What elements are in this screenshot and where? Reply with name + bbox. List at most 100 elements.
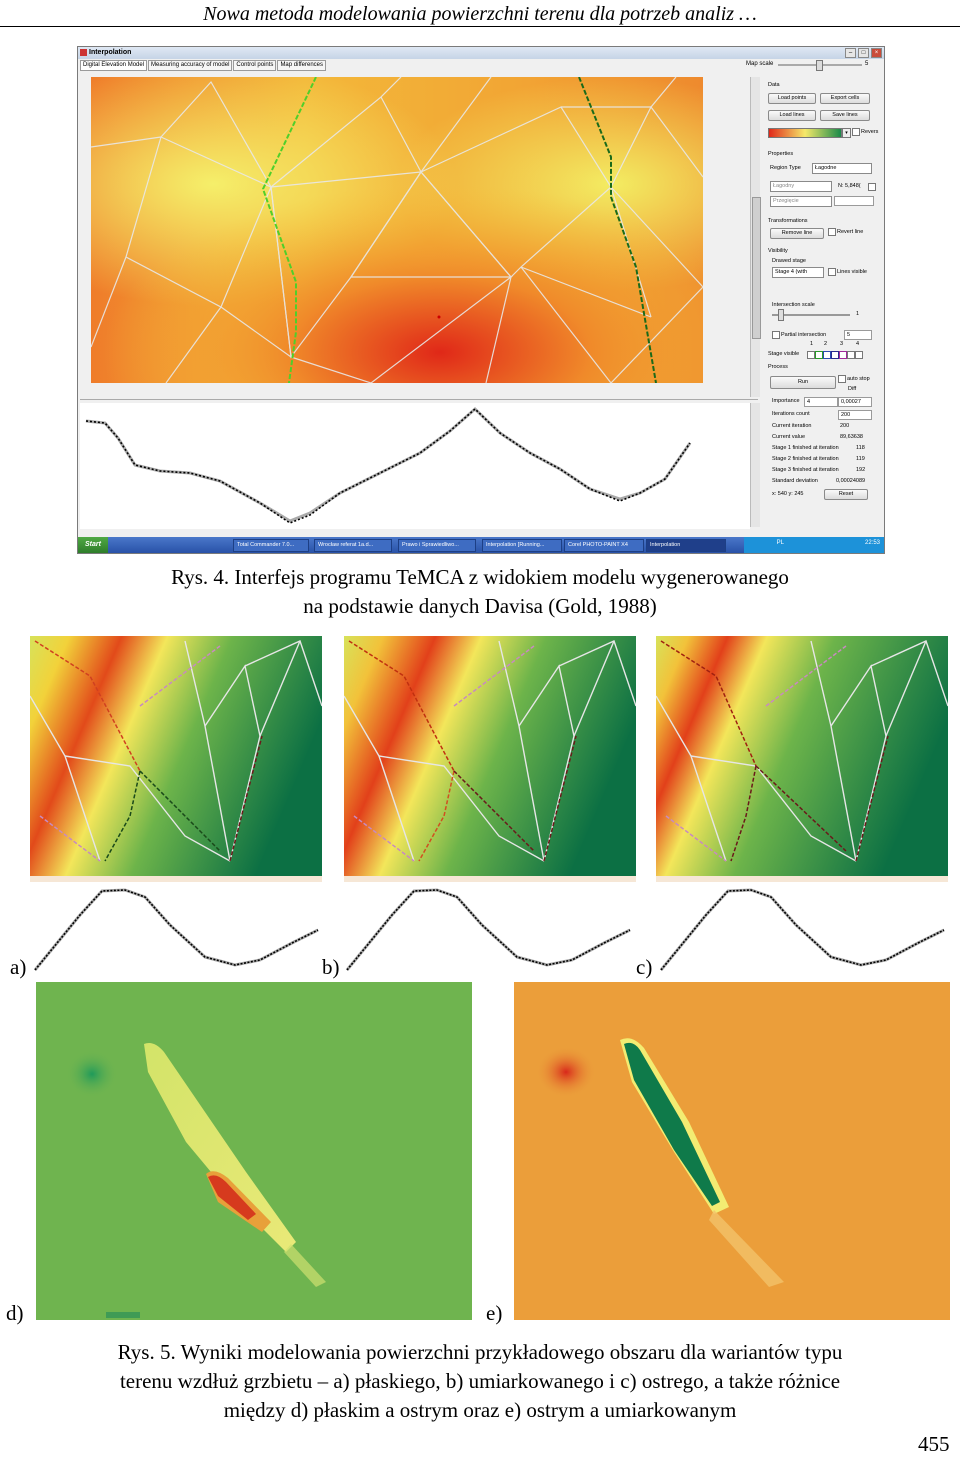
intersection-scale-slider[interactable]: [772, 314, 850, 316]
stage-visible-7-checkbox[interactable]: [855, 351, 863, 359]
panel-label-c: c): [636, 955, 653, 979]
current-iteration-value: 200: [840, 423, 850, 429]
region-type-select[interactable]: Łagodne: [812, 163, 872, 174]
stage2-value: 119: [856, 456, 865, 462]
panel-label-a: a): [10, 955, 27, 979]
terrain-select[interactable]: Łagodny: [770, 181, 832, 192]
panel-c-map: [656, 636, 948, 882]
tab-map-differences[interactable]: Map differences: [277, 60, 327, 71]
partial-intersection-label: Partial intersection: [781, 332, 827, 338]
settings-panel: Data Load points Export cells Load lines…: [764, 77, 882, 537]
load-points-button[interactable]: Load points: [768, 93, 816, 104]
figure-5-caption-line-3: między d) płaskim a ostrym oraz e) ostry…: [223, 1398, 737, 1422]
chevron-down-icon[interactable]: ▾: [842, 128, 851, 138]
section-field[interactable]: [834, 196, 874, 206]
taskbar-item-wroclaw-referat[interactable]: Wrocław referat 1a.d...: [314, 539, 392, 552]
stage3-value: 192: [856, 467, 866, 473]
tab-control-points[interactable]: Control points: [233, 60, 277, 71]
panel-b-map: [344, 636, 636, 882]
clock: 22:53: [864, 540, 880, 546]
std-deviation-value: 0,00024089: [836, 478, 866, 484]
reset-button[interactable]: Reset: [824, 489, 868, 500]
taskbar-item-interpolation[interactable]: Interpolation: [646, 539, 726, 552]
figure-4-caption-line-1: Rys. 4. Interfejs programu TeMCA z widok…: [171, 565, 789, 589]
current-value-value: 89,63638: [840, 434, 863, 440]
importance-field[interactable]: 4: [804, 397, 838, 407]
stage-visible-2-checkbox[interactable]: [815, 351, 823, 359]
map-vertical-scrollbar[interactable]: [750, 77, 761, 397]
partial-intersection-field[interactable]: 5: [844, 330, 872, 340]
visibility-section-label: Visibility: [768, 248, 788, 254]
export-cells-button[interactable]: Export cells: [820, 93, 870, 104]
auto-stop-checkbox[interactable]: [838, 375, 846, 383]
panel-a-profile: [33, 888, 319, 971]
profile-view[interactable]: [80, 403, 750, 529]
revert-line-checkbox[interactable]: [828, 228, 836, 236]
stage-tick-3: 3: [840, 341, 844, 347]
taskbar: Start Total Commander 7.0... Wrocław ref…: [78, 537, 884, 553]
stage-visible-1-checkbox[interactable]: [807, 351, 815, 359]
stage-visible-6-checkbox[interactable]: [847, 351, 855, 359]
diff-field[interactable]: 0,00027: [838, 397, 872, 407]
profile-vertical-scrollbar[interactable]: [750, 403, 760, 527]
running-header: Nowa metoda modelowania powierzchni tere…: [203, 3, 757, 25]
drawed-stage-select[interactable]: Stage 4 (with: [772, 267, 824, 278]
window-title: Interpolation: [89, 49, 132, 56]
stage-visible-5-checkbox[interactable]: [839, 351, 847, 359]
tab-bar: Digital Elevation Model Measuring accura…: [80, 60, 327, 71]
maximize-icon[interactable]: □: [858, 48, 869, 58]
n-checkbox[interactable]: [868, 183, 876, 191]
taskbar-item-total-commander[interactable]: Total Commander 7.0...: [233, 539, 309, 552]
minimize-icon[interactable]: –: [845, 48, 856, 58]
taskbar-item-prawo[interactable]: Prawo i Sprawiedliwo...: [398, 539, 476, 552]
load-lines-button[interactable]: Load lines: [768, 110, 816, 121]
stage1-value: 118: [856, 445, 865, 451]
n-value: N: 5,848(: [838, 183, 861, 189]
figure-5-caption-line-2: terenu wzdłuż grzbietu – a) płaskiego, b…: [119, 1369, 841, 1393]
panel-label-d: d): [6, 1301, 24, 1325]
taskbar-item-corel[interactable]: Corel PHOTO-PAINT X4: [564, 539, 644, 552]
panel-a-map: [30, 636, 322, 882]
lines-visible-checkbox[interactable]: [828, 268, 836, 276]
remove-line-button[interactable]: Remove line: [770, 228, 824, 239]
iterations-count-label: Iterations count: [772, 411, 810, 417]
revert-line-label: Revert line: [837, 229, 864, 235]
intersection-scale-value: 1: [856, 311, 860, 317]
drawed-stage-label: Drawed stage: [772, 258, 806, 264]
revers-checkbox[interactable]: [852, 128, 860, 136]
figure-5-caption-line-1: Rys. 5. Wyniki modelowania powierzchni p…: [117, 1340, 843, 1364]
stage-visible-3-checkbox[interactable]: [823, 351, 831, 359]
iterations-count-field[interactable]: 200: [838, 410, 872, 420]
run-button[interactable]: Run: [770, 376, 836, 389]
start-button[interactable]: Start: [78, 537, 108, 553]
panel-c-profile: [659, 888, 945, 971]
header-rule: [0, 26, 960, 27]
stage2-label: Stage 2 finished at iteration: [772, 456, 839, 462]
stage-visible-4-checkbox[interactable]: [831, 351, 839, 359]
close-icon[interactable]: ×: [871, 48, 882, 58]
tab-dem[interactable]: Digital Elevation Model: [80, 60, 148, 71]
window-titlebar[interactable]: Interpolation – □ ×: [78, 47, 884, 59]
language-indicator[interactable]: PL: [776, 540, 784, 546]
panel-d-difference-map: [36, 982, 472, 1320]
revers-label: Revers: [861, 129, 879, 135]
transformations-section-label: Transformations: [768, 218, 808, 224]
stage-tick-1: 1: [810, 341, 814, 347]
save-lines-button[interactable]: Save lines: [820, 110, 870, 121]
app-window-screenshot: Interpolation – □ × Digital Elevation Mo…: [77, 46, 885, 554]
panel-label-e: e): [486, 1301, 503, 1325]
intersection-scale-thumb[interactable]: [778, 309, 784, 321]
diff-label: Diff: [848, 386, 857, 392]
color-ramp-select[interactable]: [768, 128, 842, 138]
tab-accuracy[interactable]: Measuring accuracy of model: [148, 60, 233, 71]
partial-intersection-checkbox[interactable]: [772, 331, 780, 339]
app-icon: [80, 49, 87, 56]
taskbar-item-interpolation-running[interactable]: Interpolation [Running...: [482, 539, 562, 552]
section-select[interactable]: Przegięcie: [770, 196, 832, 207]
elevation-map[interactable]: [91, 77, 703, 383]
stage3-label: Stage 3 finished at iteration: [772, 467, 839, 473]
current-iteration-label: Current iteration: [772, 423, 812, 429]
panel-label-b: b): [322, 955, 340, 979]
panel-b-profile: [345, 888, 631, 971]
map-scale-slider-thumb[interactable]: [816, 60, 823, 71]
